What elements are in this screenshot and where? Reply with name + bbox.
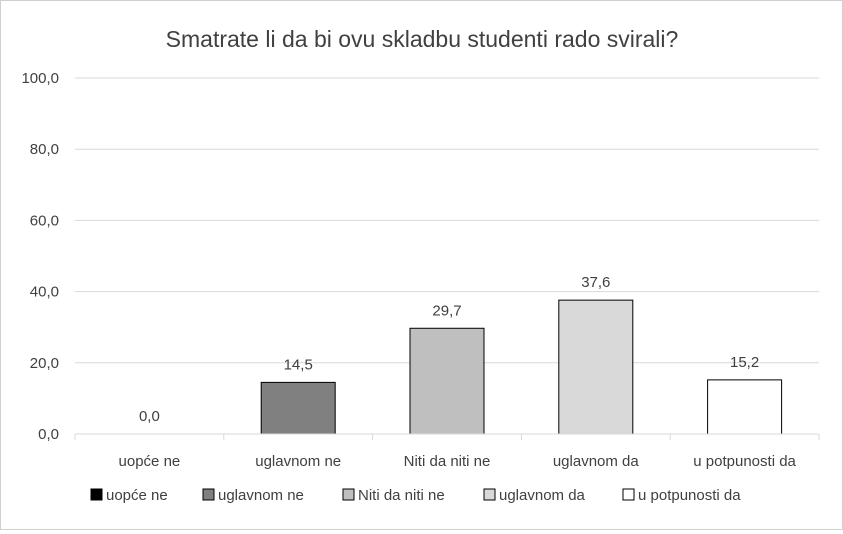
bar — [409, 327, 485, 435]
bars — [260, 299, 783, 435]
legend-swatch — [202, 488, 215, 501]
bar — [707, 379, 783, 435]
data-label: 29,7 — [432, 302, 461, 319]
y-tick-label: 60,0 — [30, 212, 59, 229]
legend-label: uglavnom da — [499, 487, 586, 504]
bar — [260, 381, 336, 435]
legend-swatch — [622, 488, 635, 501]
legend-item: uopće ne — [90, 487, 168, 504]
legend-item: Niti da niti ne — [342, 487, 445, 504]
data-label: 0,0 — [139, 408, 160, 425]
category-label: uglavnom da — [553, 453, 640, 470]
legend-item: uglavnom da — [483, 487, 586, 504]
y-axis-ticks: 0,0 20,0 40,0 60,0 80,0 100,0 — [21, 70, 59, 443]
category-label: u potpunosti da — [693, 453, 796, 470]
x-axis — [74, 433, 820, 440]
y-tick-label: 100,0 — [21, 70, 59, 87]
legend-label: uopće ne — [106, 487, 168, 504]
category-label: uglavnom ne — [255, 453, 341, 470]
legend-label: Niti da niti ne — [358, 487, 445, 504]
category-label: Niti da niti ne — [404, 453, 491, 470]
y-tick-label: 40,0 — [30, 284, 59, 301]
legend-swatch — [90, 488, 103, 501]
legend-item: uglavnom ne — [202, 487, 304, 504]
y-tick-label: 0,0 — [38, 426, 59, 443]
data-label: 15,2 — [730, 354, 759, 371]
category-labels: uopće ne uglavnom ne Niti da niti ne uglavn… — [119, 453, 797, 470]
legend-label: uglavnom ne — [218, 487, 304, 504]
y-tick-label: 20,0 — [30, 355, 59, 372]
y-tick-label: 80,0 — [30, 141, 59, 158]
data-labels: 0,0 14,5 29,7 37,6 15,2 — [139, 274, 759, 425]
chart-title: Smatrate li da bi ovu skladbu studenti r… — [166, 26, 679, 52]
bar — [558, 299, 634, 435]
category-label: uopće ne — [119, 453, 181, 470]
legend-swatch — [342, 488, 355, 501]
legend: uopće ne uglavnom ne Niti da niti ne uglavn… — [90, 487, 741, 504]
legend-swatch — [483, 488, 496, 501]
legend-label: u potpunosti da — [638, 487, 741, 504]
data-label: 14,5 — [284, 356, 313, 373]
legend-item: u potpunosti da — [622, 487, 741, 504]
gridlines — [75, 77, 819, 364]
data-label: 37,6 — [581, 274, 610, 291]
